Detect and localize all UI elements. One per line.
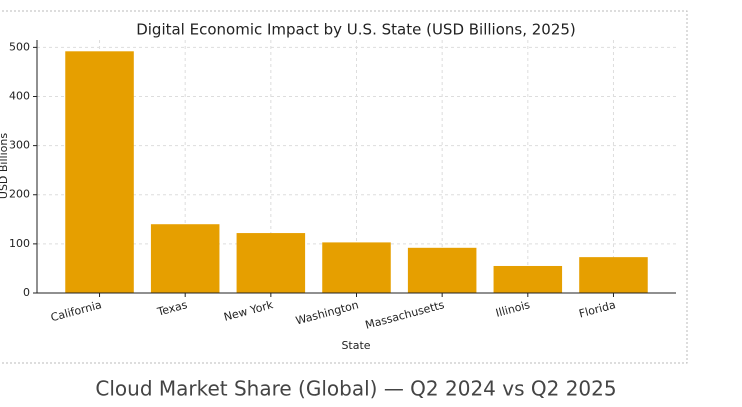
section-title: Cloud Market Share (Global) — Q2 2024 vs… <box>95 377 616 401</box>
x-tick-label: Illinois <box>494 298 531 320</box>
chart-title: Digital Economic Impact by U.S. State (U… <box>136 21 576 39</box>
bar <box>150 224 220 293</box>
y-tick-label: 500 <box>9 40 30 53</box>
bar <box>493 265 563 293</box>
y-tick-label: 0 <box>23 286 30 299</box>
y-tick-label: 400 <box>9 89 30 102</box>
x-tick-label: Florida <box>578 298 618 320</box>
bar <box>236 233 306 293</box>
x-tick-label: Texas <box>155 298 189 319</box>
x-axis-label: State <box>341 339 370 352</box>
bar <box>407 247 477 293</box>
x-tick-label: New York <box>222 298 275 324</box>
x-tick-label: Massachusetts <box>364 298 446 332</box>
bar <box>65 51 134 294</box>
bar <box>322 242 391 293</box>
x-tick-label: Washington <box>294 298 360 327</box>
y-tick-label: 100 <box>9 237 30 250</box>
y-tick-label: 300 <box>9 139 30 152</box>
y-tick-label: 200 <box>9 188 30 201</box>
y-axis-label: USD Billions <box>0 133 10 199</box>
bar <box>579 257 648 293</box>
x-tick-label: California <box>49 298 103 324</box>
chart-frame <box>0 10 688 364</box>
